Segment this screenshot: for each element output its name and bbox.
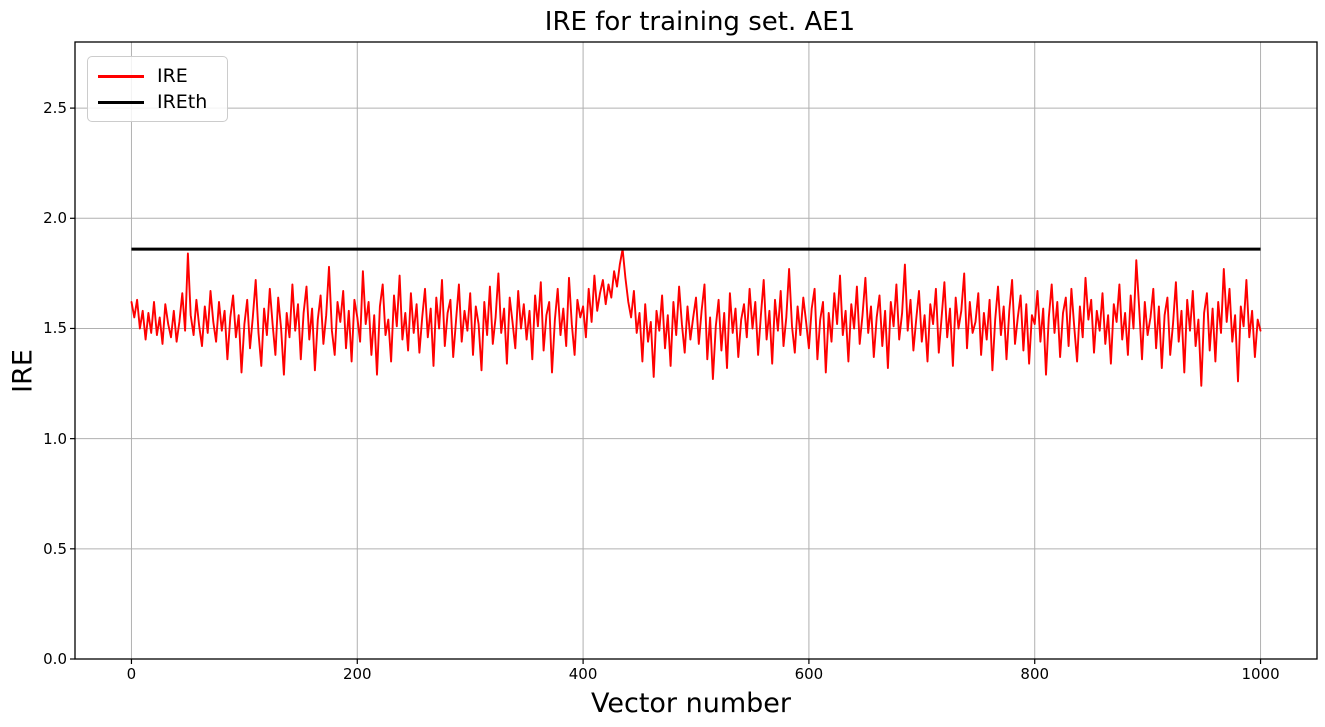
x-tick-label: 200 bbox=[342, 665, 372, 683]
y-tick-label: 1.5 bbox=[43, 319, 67, 338]
x-tick-label: 400 bbox=[568, 665, 598, 683]
ire-series-line bbox=[130, 248, 1262, 387]
x-axis-label: Vector number bbox=[591, 688, 791, 719]
y-tick-label: 0.5 bbox=[43, 539, 67, 558]
x-tick-label: 800 bbox=[1020, 665, 1050, 683]
plot-border bbox=[74, 41, 1318, 660]
legend-label-ire: IRE bbox=[157, 64, 188, 87]
chart-title: IRE for training set. AE1 bbox=[544, 7, 856, 37]
y-tick-label: 2.0 bbox=[43, 209, 67, 228]
x-tick-label: 0 bbox=[126, 665, 137, 683]
series-layer bbox=[130, 247, 1262, 387]
y-tick-label: 0.0 bbox=[43, 650, 67, 668]
y-tick-label: 1.0 bbox=[43, 429, 67, 448]
axes-spines bbox=[70, 41, 1318, 664]
legend-item-ire: IRE bbox=[98, 64, 217, 87]
legend-label-ireth: IREth bbox=[157, 90, 208, 113]
x-tick-label: 1000 bbox=[1241, 665, 1280, 683]
y-tick-label: 2.5 bbox=[43, 99, 67, 118]
legend: IRE IREth bbox=[87, 56, 228, 122]
x-tick-label: 600 bbox=[794, 665, 824, 683]
legend-line-swatch-ire bbox=[98, 74, 144, 78]
legend-line-swatch-ireth bbox=[98, 100, 144, 104]
y-axis-label: IRE bbox=[7, 349, 39, 393]
legend-item-ireth: IREth bbox=[98, 90, 217, 113]
